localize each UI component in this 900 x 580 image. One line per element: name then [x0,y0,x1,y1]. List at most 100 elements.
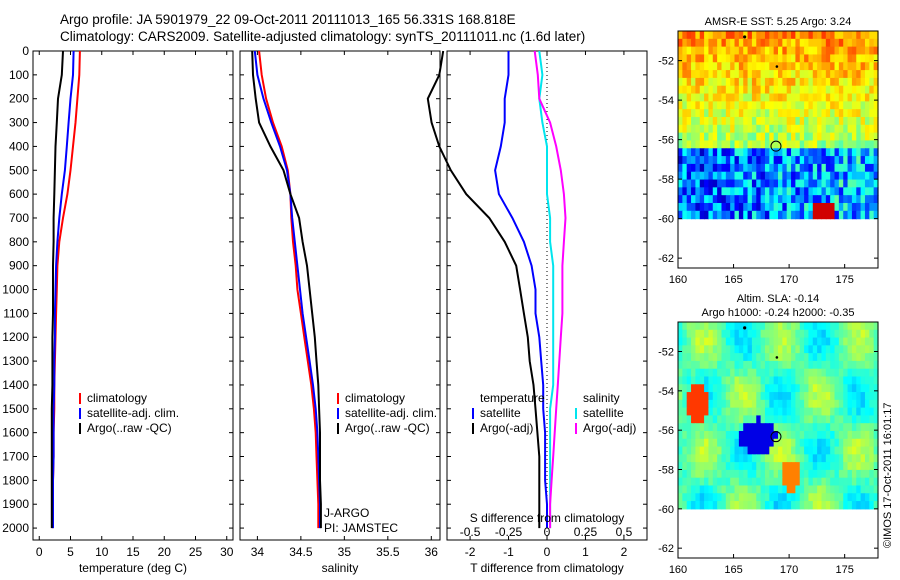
map-cell [791,54,796,63]
map-cell [717,501,723,510]
map-cell [847,77,853,87]
map-cell [756,210,762,220]
map-cell [686,501,692,510]
map-cell [817,163,823,173]
map-cell [695,124,701,134]
map-cell [751,345,757,354]
map-cell [717,202,723,212]
map-y-tick-label: -54 [658,95,674,107]
map-cell [686,462,692,471]
map-cell [817,109,823,118]
map-cell [799,54,805,63]
map-cell [769,54,775,63]
map-cell [821,93,827,102]
map-cell [804,423,810,432]
map-cell [791,430,796,440]
map-cell [734,62,740,71]
map-cell [873,477,879,487]
map-cell [695,62,701,71]
map-cell [708,376,714,385]
map-cell [825,179,831,188]
map-cell [851,493,857,502]
map-cell [864,195,870,204]
map-cell [804,202,810,212]
map-y-tick-label: -62 [658,543,674,555]
map-cell [843,62,849,71]
map-cell [738,195,744,204]
map-cell [791,485,796,494]
map-cell [691,392,696,401]
map-cell [873,392,879,401]
map-cell [799,31,805,40]
map-cell [708,322,714,331]
map-cell [786,46,792,56]
map-cell [856,337,862,346]
map-cell [847,101,853,110]
x-tick-label: -2 [465,545,476,559]
map-cell [738,156,744,165]
map-cell [847,446,853,455]
map-cell [799,384,805,393]
map-cell [847,337,853,346]
map-cell [856,454,862,463]
map-cell [804,360,810,370]
map-cell [860,38,866,48]
map-cell [838,423,844,432]
map-cell [851,399,857,409]
map-cell [791,140,796,149]
map-cell [747,399,753,409]
map-cell [830,46,836,56]
map-cell [851,171,857,181]
map-cell [851,85,857,95]
float-pi: PI: JAMSTEC [324,521,398,535]
map-cell [712,423,718,432]
map-cell [873,195,879,204]
map-cell [760,179,766,188]
map-cell [682,337,688,346]
map-cell [799,109,805,118]
map-cell [721,62,727,71]
map-cell [751,101,757,110]
map-cell [786,462,792,471]
map-cell [812,93,818,102]
map-cell [725,148,731,157]
map-cell [682,399,688,409]
y-tick-label: 500 [9,163,29,177]
map-cell [725,353,731,362]
map-cell [778,392,783,401]
map-cell [795,360,801,370]
map-cell [686,329,692,339]
map-cell [795,179,801,188]
map-cell [851,430,857,440]
map-cell [869,109,875,118]
map-cell [834,195,840,204]
map-cell [847,70,853,79]
map-cell [791,329,796,339]
map-cell [691,38,696,48]
map-cell [821,210,827,220]
map-cell [778,360,783,370]
map-cell [786,415,792,424]
map-cell [799,93,805,102]
map-cell [838,329,844,339]
map-cell [686,38,692,48]
map-cell [699,62,705,71]
prev-position-dot [743,326,747,330]
map-cell [686,101,692,110]
map-cell [869,376,875,385]
map-cell [795,202,801,212]
map-cell [847,407,853,417]
map-cell [725,156,731,165]
map-cell [812,109,818,118]
map-cell [760,195,766,204]
map-cell [873,501,879,510]
map-cell [856,31,862,40]
map-cell [743,462,749,471]
sal-legend-entry: satellite-adj. clim. [345,406,437,420]
map-cell [760,31,766,40]
map-cell [873,54,879,63]
map-cell [764,101,770,110]
map-cell [869,469,875,479]
map-cell [773,407,779,417]
map-cell [725,163,731,173]
